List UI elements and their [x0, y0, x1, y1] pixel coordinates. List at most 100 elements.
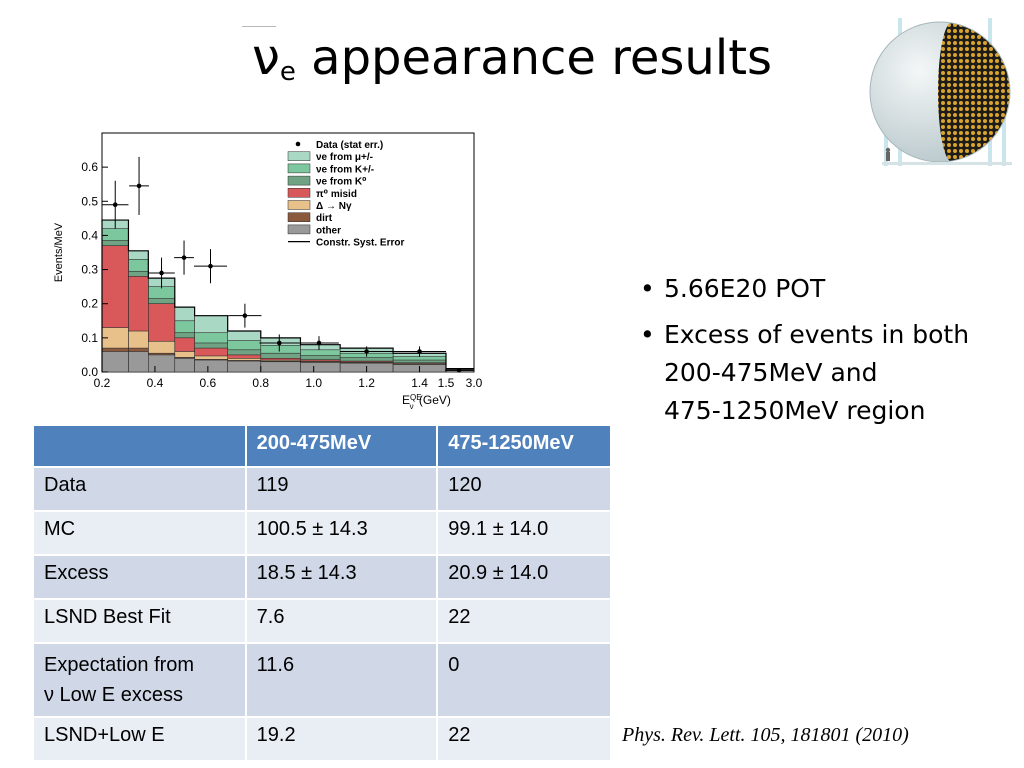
data-point	[316, 340, 322, 346]
y-tick-label: 0.4	[81, 228, 98, 242]
bullet-text-line2: 200-475MeV and	[664, 358, 878, 387]
data-point	[208, 263, 213, 269]
legend-swatch	[287, 163, 311, 174]
table-header-cell: 200-475MeV	[245, 426, 439, 468]
data-point	[112, 202, 118, 207]
legend-swatch	[287, 200, 311, 210]
slide-title: νe appearance results	[0, 26, 1024, 87]
y-tick-label: 0.2	[81, 297, 98, 311]
histogram-bar	[148, 354, 176, 373]
table-header-cell: 475-1250MeV	[437, 426, 612, 468]
row-label: LSND Best Fit	[34, 599, 247, 644]
title-symbol: ν	[251, 28, 280, 86]
legend-label: dirt	[316, 213, 333, 224]
legend-label: Data (stat err.)	[316, 140, 383, 151]
row-label-line1: Expectation from	[44, 654, 195, 676]
row-label-line2: ν Low E excess	[44, 684, 183, 706]
table-row: Excess 18.5 ± 14.3 20.9 ± 14.0	[34, 555, 612, 600]
histogram-bar	[128, 351, 149, 373]
bullet-item: Excess of events in both 200-475MeV and …	[638, 316, 1018, 430]
table-row: LSND Best Fit 7.6 22	[34, 599, 612, 644]
legend-label: νe from K+/-	[316, 164, 374, 175]
legend-entry: other	[287, 224, 341, 236]
syst-error-line	[101, 219, 474, 372]
x-tick-label: 0.8	[252, 376, 269, 390]
legend-entry: Constr. Syst. Error	[288, 238, 404, 249]
legend-entry: Data (stat err.)	[295, 140, 383, 151]
histogram-bar	[174, 358, 195, 373]
legend-marker-data	[295, 141, 301, 147]
x-tick-label: 1.5	[438, 376, 455, 390]
bullet-list: 5.66E20 POT Excess of events in both 200…	[638, 270, 1018, 438]
legend-label: νe from K⁰	[316, 177, 367, 188]
legend-swatch	[287, 188, 311, 198]
table-row: Data 119 120	[34, 467, 612, 512]
y-tick-label: 0.1	[81, 331, 98, 345]
x-tick-label: 1.2	[358, 376, 375, 390]
legend-entry: Δ → Nγ	[287, 200, 352, 212]
row-label: Data	[34, 467, 247, 512]
legend-swatch	[287, 151, 311, 161]
data-point	[417, 349, 422, 354]
table-header-cell	[34, 426, 247, 468]
data-point	[159, 270, 164, 276]
bullet-text: 5.66E20 POT	[664, 274, 826, 303]
y-tick-label: 0.6	[81, 160, 98, 174]
row-label: MC	[34, 511, 247, 556]
x-tick-label: 3.0	[466, 376, 483, 390]
legend-entry: νe from K⁰	[287, 175, 367, 188]
data-point	[181, 255, 187, 260]
histogram-bar	[227, 360, 262, 373]
y-tick-label: 0.5	[81, 194, 98, 208]
y-axis-label: Events/MeV	[53, 222, 65, 282]
table-cell: 99.1 ± 14.0	[437, 511, 612, 556]
table-cell: 22	[437, 717, 612, 762]
legend-swatch	[287, 224, 311, 235]
histogram-bar	[300, 362, 341, 373]
table-cell: 120	[437, 467, 612, 512]
row-label: LSND+Low E	[34, 717, 247, 762]
histogram-bar	[260, 361, 301, 373]
table-header-row: 200-475MeV 475-1250MeV	[34, 426, 612, 468]
title-dash	[242, 26, 276, 27]
table-cell: 119	[245, 467, 439, 512]
results-table: 200-475MeV 475-1250MeV Data 119 120 MC 1…	[34, 426, 612, 762]
data-point	[136, 183, 142, 189]
x-tick-label: 0.6	[200, 376, 217, 390]
data-point	[242, 313, 248, 318]
data-point	[364, 349, 369, 354]
bullet-text-line3: 475-1250MeV region	[664, 396, 926, 425]
histogram-bar	[101, 351, 129, 373]
legend-label: Constr. Syst. Error	[316, 238, 404, 249]
legend-entry: dirt	[287, 212, 333, 224]
row-label: Excess	[34, 555, 247, 600]
legend-swatch	[287, 175, 311, 186]
bullet-item: 5.66E20 POT	[638, 270, 1018, 308]
title-subscript: e	[279, 57, 296, 87]
table-cell: 11.6	[245, 643, 439, 718]
table-cell: 100.5 ± 14.3	[245, 511, 439, 556]
y-tick-label: 0.0	[81, 365, 98, 379]
x-tick-label: 0.4	[147, 376, 164, 390]
legend-entry: νe from μ+/-	[287, 151, 373, 163]
x-tick-label: 1.4	[411, 376, 428, 390]
table-row: MC 100.5 ± 14.3 99.1 ± 14.0	[34, 511, 612, 556]
data-point	[276, 340, 282, 346]
detector-illustration	[869, 18, 1012, 166]
legend-entry: π⁰ misid	[287, 188, 357, 200]
histogram-bar	[194, 359, 228, 373]
legend-label: νe from μ+/-	[316, 152, 373, 163]
x-tick-label: 0.2	[94, 376, 111, 390]
table-row: Expectation from ν Low E excess 11.6 0	[34, 643, 612, 718]
legend-entry: νe from K+/-	[287, 163, 374, 175]
legend-label: Δ → Nγ	[316, 201, 352, 212]
table-cell: 0	[437, 643, 612, 718]
data-point	[456, 367, 462, 373]
x-axis-label: EQE ν (GeV)	[402, 393, 451, 411]
reference-citation: Phys. Rev. Lett. 105, 181801 (2010)	[622, 724, 909, 746]
events-histogram: 0.0 0.1 0.2 0.3 0.4 0.5 0.6 0.2 0.4 0.6 0.8 1.0 1.2 1…	[44, 128, 484, 411]
table-row: LSND+Low E 19.2 22	[34, 717, 612, 762]
legend-label: π⁰ misid	[316, 189, 357, 200]
table-cell: 19.2	[245, 717, 439, 762]
row-label: Expectation from ν Low E excess	[34, 643, 247, 718]
